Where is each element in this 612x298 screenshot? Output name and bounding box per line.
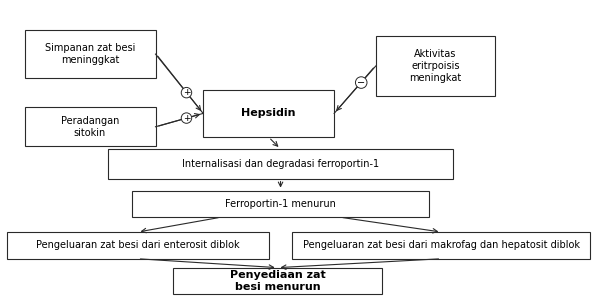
Text: Aktivitas
eritrpoisis
meningkat: Aktivitas eritrpoisis meningkat [409,49,461,83]
FancyBboxPatch shape [203,90,334,137]
FancyBboxPatch shape [293,232,590,259]
FancyBboxPatch shape [24,108,155,146]
FancyBboxPatch shape [376,36,495,96]
FancyBboxPatch shape [108,149,453,179]
Text: Pengeluaran zat besi dari makrofag dan hepatosit diblok: Pengeluaran zat besi dari makrofag dan h… [303,240,580,250]
Text: Pengeluaran zat besi dari enterosit diblok: Pengeluaran zat besi dari enterosit dibl… [36,240,239,250]
FancyBboxPatch shape [7,232,269,259]
Text: Ferroportin-1 menurun: Ferroportin-1 menurun [225,199,336,209]
FancyBboxPatch shape [173,268,382,294]
Text: Internalisasi dan degradasi ferroportin-1: Internalisasi dan degradasi ferroportin-… [182,159,379,169]
Text: +: + [183,114,190,122]
Text: −: − [357,77,365,88]
Text: Hepsidin: Hepsidin [241,108,296,118]
Text: Peradangan
sitokin: Peradangan sitokin [61,116,119,138]
Text: Penyediaan zat
besi menurun: Penyediaan zat besi menurun [230,270,326,292]
Text: +: + [183,88,190,97]
Text: Simpanan zat besi
meninggkat: Simpanan zat besi meninggkat [45,43,135,65]
FancyBboxPatch shape [24,30,155,78]
FancyBboxPatch shape [132,190,430,217]
